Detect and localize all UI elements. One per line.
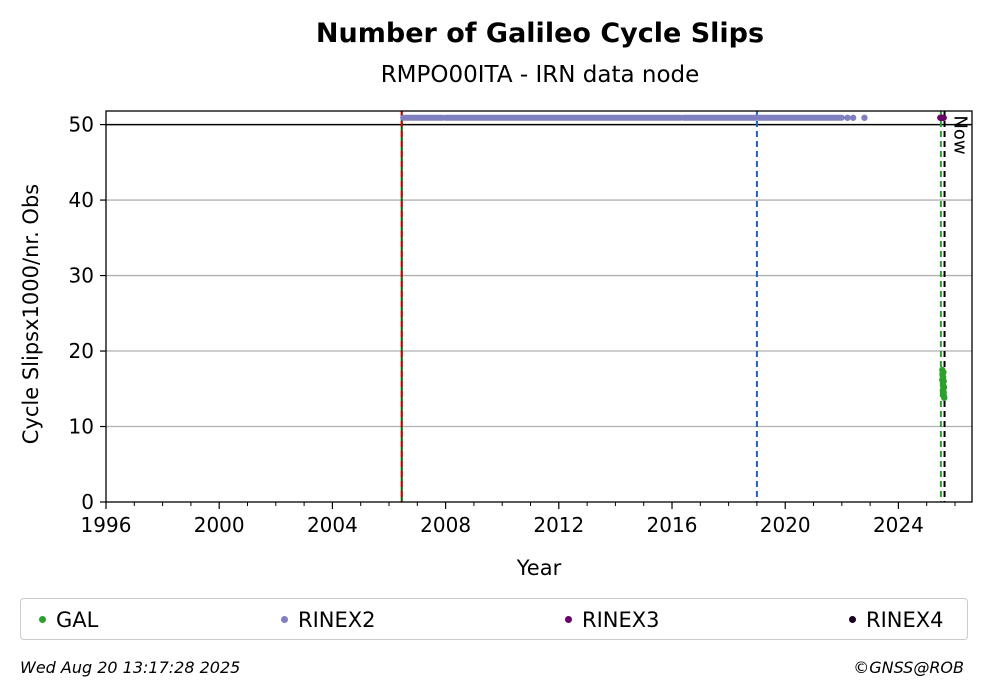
- y-tick-label: 40: [69, 188, 94, 212]
- legend-label: RINEX3: [582, 608, 660, 632]
- reference-lines: [400, 111, 946, 502]
- data-point: [940, 378, 947, 385]
- copyright: ©GNSS@ROB: [853, 658, 964, 677]
- data-points: [400, 114, 948, 402]
- now-label: Now: [950, 115, 971, 154]
- x-tick-label: 2000: [194, 513, 245, 537]
- gal-marker-icon: [39, 616, 46, 623]
- y-axis: 0 10 20 30 40 50: [69, 113, 106, 514]
- data-point: [941, 394, 948, 402]
- y-tick-label: 20: [69, 339, 94, 363]
- legend-item-rinex2: RINEX2: [281, 608, 376, 632]
- chart-title: Number of Galileo Cycle Slips: [316, 18, 764, 49]
- legend-item-rinex3: RINEX3: [565, 608, 660, 632]
- x-tick-label: 2016: [647, 513, 698, 537]
- legend-item-gal: GAL: [39, 608, 98, 632]
- legend-label: RINEX2: [298, 608, 376, 632]
- x-tick-label: 2008: [420, 513, 471, 537]
- chart-subtitle: RMPO00ITA - IRN data node: [381, 62, 700, 88]
- x-tick-label: 2004: [307, 513, 358, 537]
- x-tick-label: 2020: [760, 513, 811, 537]
- legend-label: RINEX4: [866, 608, 944, 632]
- data-point: [939, 387, 947, 394]
- data-point: [861, 114, 868, 121]
- x-tick-label: 1996: [81, 513, 132, 537]
- x-axis-label: Year: [516, 556, 562, 580]
- rinex2-marker-icon: [281, 616, 288, 623]
- chart: Number of Galileo Cycle Slips RMPO00ITA …: [19, 18, 973, 580]
- rinex4-marker-icon: [849, 616, 856, 623]
- legend: GAL RINEX2 RINEX3 RINEX4: [20, 598, 968, 640]
- data-point: [849, 114, 857, 121]
- x-tick-label: 2012: [533, 513, 584, 537]
- data-point: [844, 114, 851, 121]
- data-point: [940, 114, 947, 121]
- y-tick-label: 0: [81, 490, 94, 514]
- legend-label: GAL: [56, 608, 99, 632]
- y-tick-label: 10: [69, 415, 94, 439]
- data-point: [940, 368, 947, 376]
- timestamp: Wed Aug 20 13:17:28 2025: [20, 658, 241, 677]
- grid-lines: [106, 123, 972, 428]
- x-tick-label: 2024: [873, 513, 924, 537]
- y-axis-label: Cycle Slipsx1000/nr. Obs: [19, 184, 43, 444]
- legend-item-rinex4: RINEX4: [849, 608, 944, 632]
- y-tick-label: 50: [69, 113, 94, 137]
- y-tick-label: 30: [69, 264, 94, 288]
- x-axis: 1996 2000 2004 2008 2012 2016 2020 2024: [81, 502, 956, 537]
- plot-frame: [105, 110, 973, 503]
- rinex3-marker-icon: [565, 616, 572, 623]
